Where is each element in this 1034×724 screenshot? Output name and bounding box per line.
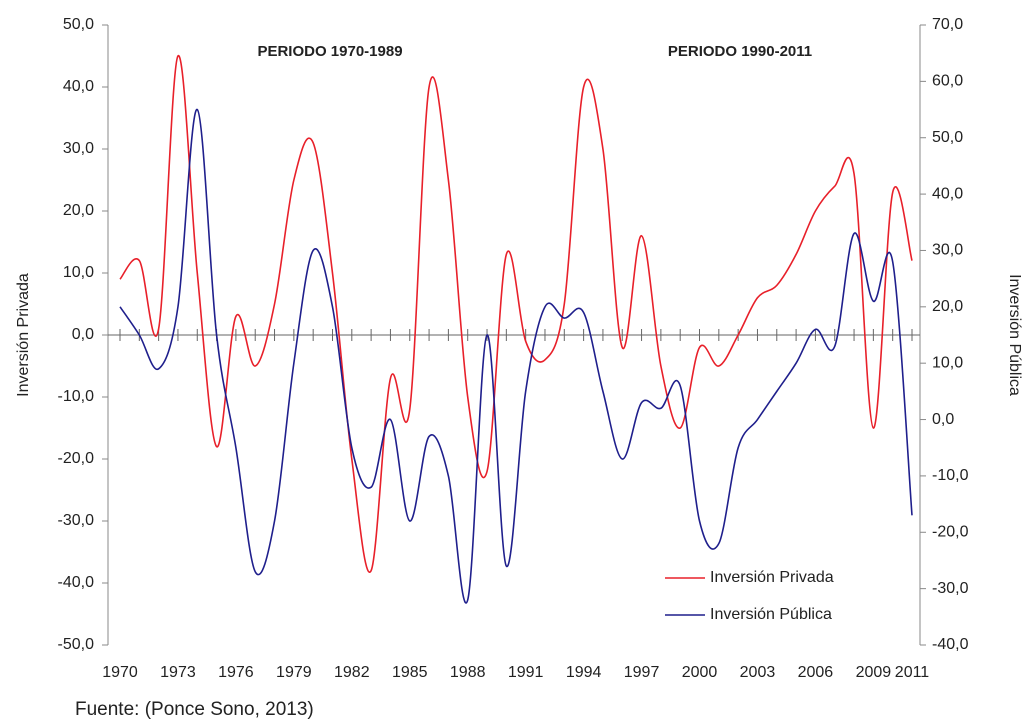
x-tick-label: 1976: [218, 664, 254, 681]
y2-tick-label: 40,0: [932, 185, 963, 202]
y-tick-label: 50,0: [63, 16, 94, 33]
y2-tick-label: -40,0: [932, 636, 969, 653]
y-tick-label: 20,0: [63, 202, 94, 219]
y-tick-label: -30,0: [58, 512, 95, 529]
x-tick-label: 2009: [856, 664, 892, 681]
chart: PERIODO 1970-1989 PERIODO 1990-2011 Inve…: [0, 0, 1034, 724]
x-tick-label: 1997: [624, 664, 660, 681]
x-tick-label: 1994: [566, 664, 602, 681]
series-line: [120, 109, 912, 602]
y2-tick-label: -10,0: [932, 467, 969, 484]
y2-tick-label: -20,0: [932, 523, 969, 540]
y-tick-label: 0,0: [72, 326, 94, 343]
x-tick-label: 1982: [334, 664, 370, 681]
y-tick-label: 10,0: [63, 264, 94, 281]
y-axis-label: Inversión Privada: [15, 273, 32, 397]
annotation: PERIODO 1970-1989: [257, 43, 402, 60]
y2-tick-label: 70,0: [932, 16, 963, 33]
x-tick-label: 2011: [895, 664, 930, 681]
x-tick-label: 1985: [392, 664, 428, 681]
source: Fuente: (Ponce Sono, 2013): [75, 699, 314, 720]
y-tick-label: 30,0: [63, 140, 94, 157]
x-tick-label: 1970: [102, 664, 138, 681]
y-tick-label: -10,0: [58, 388, 95, 405]
y2-axis-label: Inversión Pública: [1006, 274, 1023, 396]
y2-tick-label: -30,0: [932, 580, 969, 597]
y2-tick-label: 10,0: [932, 354, 963, 371]
y2-tick-label: 50,0: [932, 129, 963, 146]
x-tick-label: 2000: [682, 664, 718, 681]
legend-label: Inversión Pública: [710, 606, 832, 623]
x-tick-label: 1988: [450, 664, 486, 681]
x-tick-label: 2006: [798, 664, 834, 681]
x-tick-label: 1991: [508, 664, 544, 681]
annotation: PERIODO 1990-2011: [668, 43, 812, 60]
y2-tick-label: 30,0: [932, 242, 963, 259]
y-tick-label: -40,0: [58, 574, 95, 591]
y-tick-label: 40,0: [63, 78, 94, 95]
y2-tick-label: 60,0: [932, 73, 963, 90]
x-tick-label: 2003: [740, 664, 776, 681]
y-tick-label: -20,0: [58, 450, 95, 467]
y-tick-label: -50,0: [58, 636, 95, 653]
x-tick-label: 1973: [160, 664, 196, 681]
y2-tick-label: 20,0: [932, 298, 963, 315]
y2-tick-label: 0,0: [932, 411, 954, 428]
legend-label: Inversión Privada: [710, 569, 834, 586]
x-tick-label: 1979: [276, 664, 312, 681]
